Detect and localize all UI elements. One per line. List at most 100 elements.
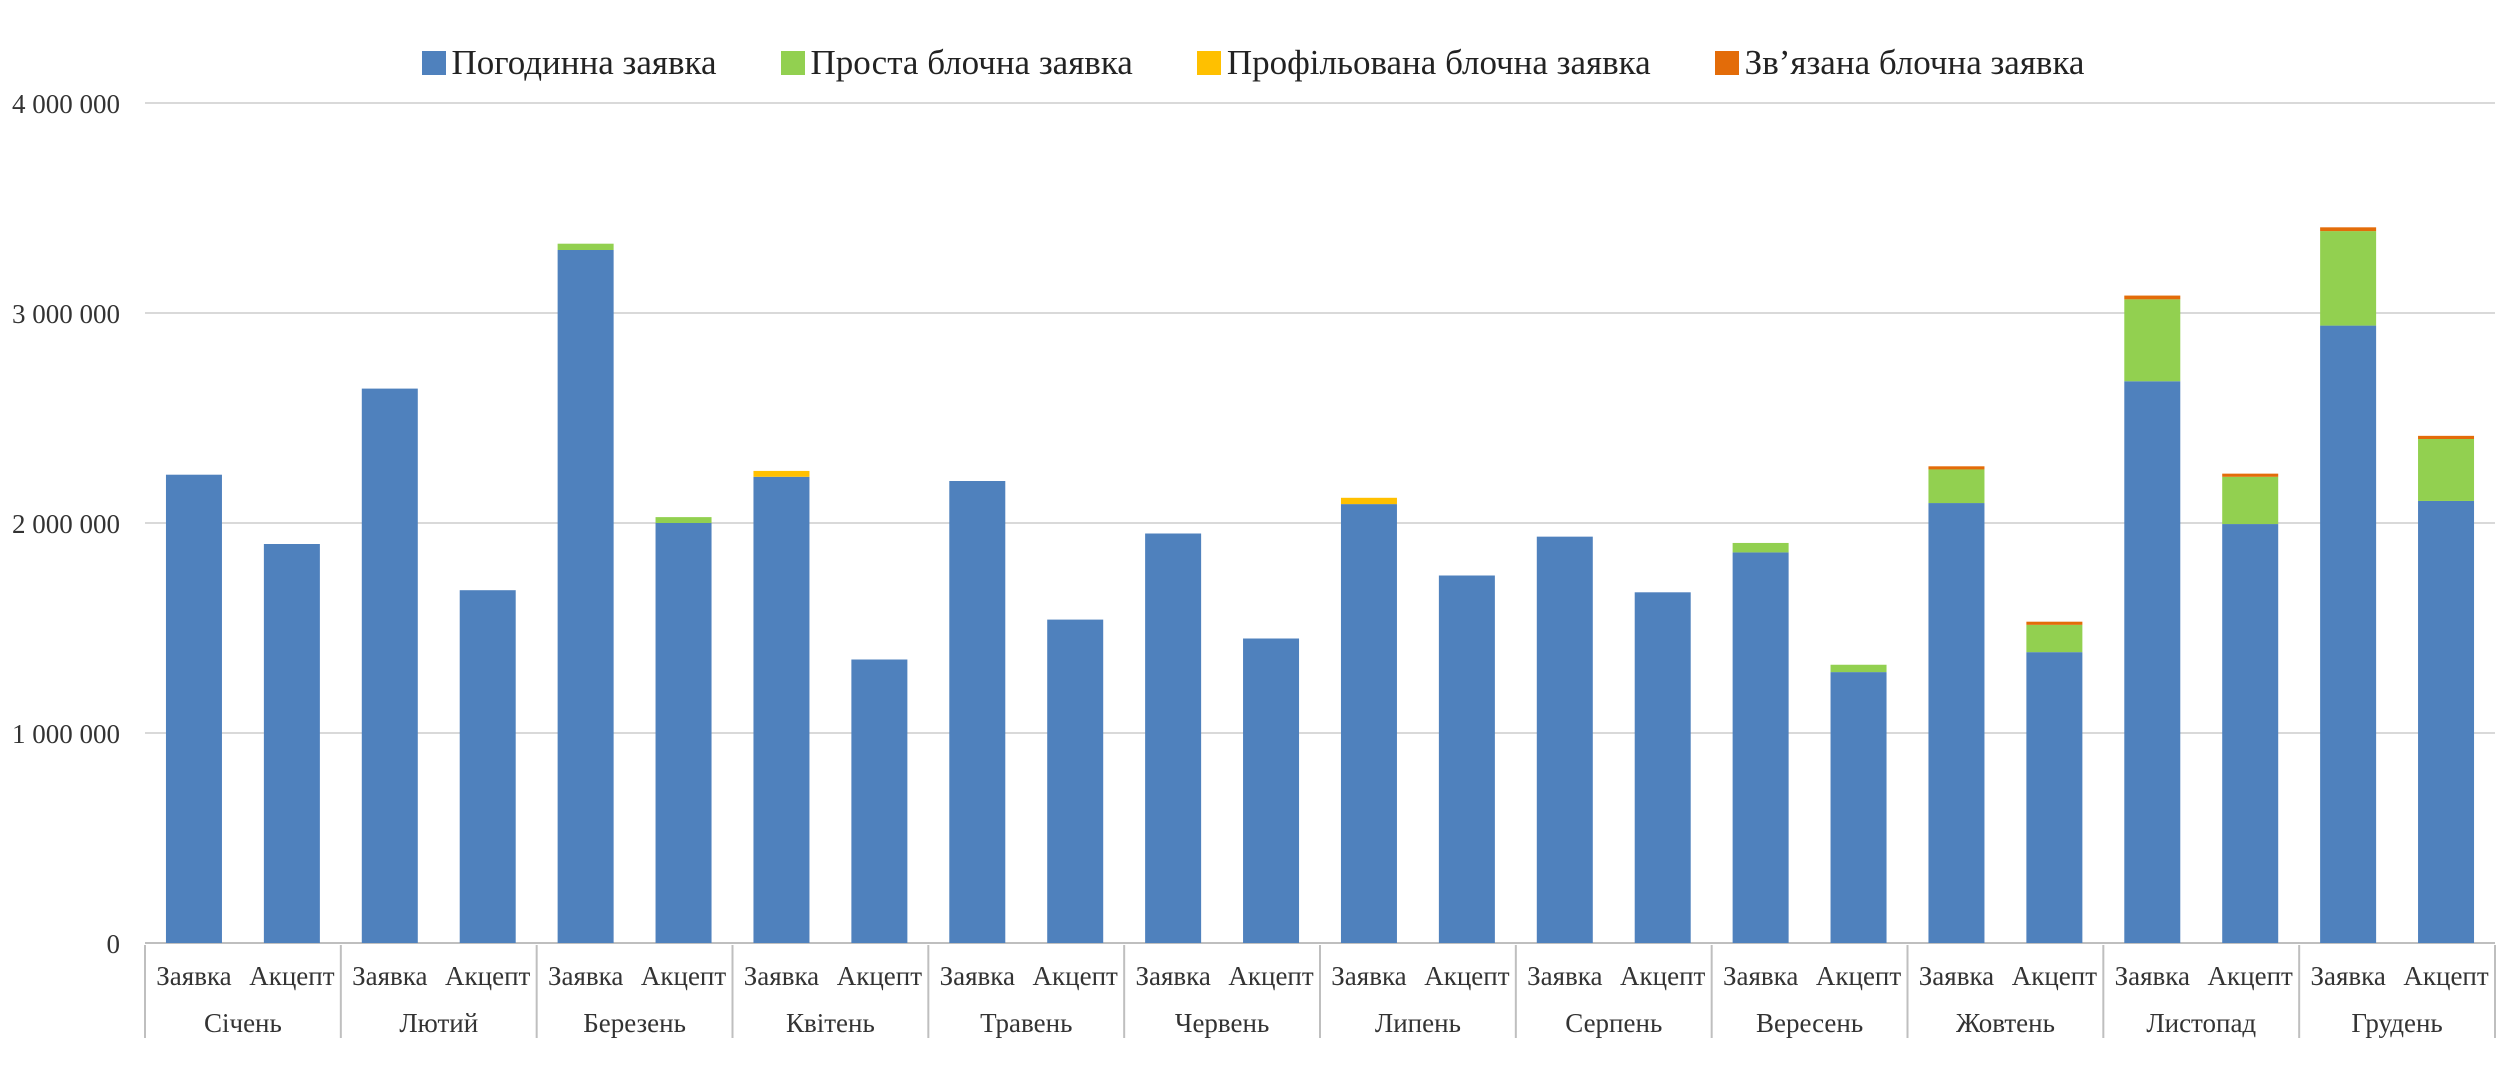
- x-tick-label: Заявка: [1135, 961, 1210, 991]
- bar-segment: [851, 659, 908, 943]
- y-tick-label: 3 000 000: [12, 299, 120, 329]
- bar-segment: [165, 474, 222, 943]
- bar-segment: [1928, 469, 1985, 504]
- x-tick-label: Заявка: [2115, 961, 2190, 991]
- legend-swatch-profiled-block: [1196, 51, 1221, 75]
- bar-segment: [753, 476, 810, 943]
- month-label: Березень: [583, 1008, 686, 1038]
- x-tick-label: Акцепт: [1228, 961, 1313, 991]
- bar-segment: [2222, 473, 2279, 477]
- bar-segment: [1634, 592, 1691, 943]
- legend-item-hourly: Погодинна заявка: [421, 43, 717, 83]
- y-tick-label: 1 000 000: [12, 719, 120, 749]
- bar-segment: [2026, 624, 2083, 653]
- legend-item-profiled-block: Профільована блочна заявка: [1196, 43, 1651, 83]
- month-label: Листопад: [2146, 1008, 2256, 1038]
- x-tick-label: Акцепт: [2208, 961, 2293, 991]
- bar-segment: [2124, 381, 2181, 943]
- legend-swatch-hourly: [421, 51, 446, 75]
- legend-swatch-linked-block: [1714, 51, 1739, 75]
- x-tick-label: Акцепт: [2403, 961, 2488, 991]
- bar-segment: [2320, 325, 2377, 944]
- bar-segment: [2124, 299, 2181, 382]
- bar-segment: [2320, 231, 2377, 326]
- x-tick-label: Заявка: [156, 961, 231, 991]
- bar-segment: [459, 590, 516, 943]
- month-label: Січень: [204, 1008, 282, 1038]
- bar-segment: [1732, 542, 1789, 553]
- legend-label-simple-block: Проста блочна заявка: [810, 43, 1133, 82]
- legend-item-simple-block: Проста блочна заявка: [780, 43, 1133, 83]
- legend: Погодинна заявка Проста блочна заявка Пр…: [0, 38, 2506, 88]
- bar-segment: [1340, 497, 1397, 505]
- x-tick-label: Заявка: [352, 961, 427, 991]
- x-tick-label: Акцепт: [249, 961, 334, 991]
- x-tick-label: Заявка: [1723, 961, 1798, 991]
- x-tick-label: Заявка: [1331, 961, 1406, 991]
- x-tick-label: Акцепт: [2012, 961, 2097, 991]
- bar-segment: [1830, 664, 1887, 673]
- month-label: Червень: [1175, 1008, 1269, 1038]
- legend-swatch-simple-block: [780, 51, 805, 75]
- bar-segment: [361, 388, 418, 944]
- month-label: Травень: [980, 1008, 1072, 1038]
- month-label: Квітень: [786, 1008, 875, 1038]
- bar-segment: [1047, 619, 1104, 943]
- bars: [165, 227, 2475, 944]
- bar-segment: [2418, 435, 2475, 439]
- bar-segment: [2320, 227, 2377, 232]
- gridlines: [145, 102, 2495, 944]
- month-label: Грудень: [2351, 1008, 2442, 1038]
- bar-segment: [263, 544, 320, 943]
- y-tick-label: 2 000 000: [12, 509, 120, 539]
- x-tick-label: Акцепт: [837, 961, 922, 991]
- x-tick-label: Акцепт: [445, 961, 530, 991]
- x-tick-label: Акцепт: [1033, 961, 1118, 991]
- bar-segment: [1830, 672, 1887, 943]
- bar-segment: [2222, 524, 2279, 943]
- bar-segment: [2124, 295, 2181, 300]
- legend-label-linked-block: Зв’язана блочна заявка: [1744, 43, 2085, 82]
- x-tick-label: Заявка: [744, 961, 819, 991]
- bar-segment: [1732, 552, 1789, 943]
- y-tick-label: 4 000 000: [12, 89, 120, 119]
- bar-segment: [1438, 575, 1495, 943]
- bar-segment: [2026, 621, 2083, 625]
- x-tick-label: Акцепт: [1816, 961, 1901, 991]
- bar-segment: [1243, 638, 1300, 943]
- x-tick-label: Заявка: [1919, 961, 1994, 991]
- x-tick-label: Заявка: [548, 961, 623, 991]
- x-tick-label: Заявка: [940, 961, 1015, 991]
- bar-segment: [2026, 652, 2083, 943]
- legend-item-linked-block: Зв’язана блочна заявка: [1714, 43, 2085, 83]
- bar-segment: [1340, 504, 1397, 943]
- bar-segment: [2418, 439, 2475, 501]
- x-tick-label: Акцепт: [1620, 961, 1705, 991]
- legend-label-hourly: Погодинна заявка: [451, 43, 717, 82]
- y-axis-ticks: 0 1 000 000 2 000 000 3 000 000 4 000 000: [12, 89, 120, 959]
- bar-segment: [655, 523, 712, 943]
- bar-segment: [2418, 500, 2475, 943]
- bar-segment: [2222, 476, 2279, 525]
- x-tick-label: Заявка: [2310, 961, 2385, 991]
- bar-segment: [1928, 466, 1985, 470]
- x-tick-label: Акцепт: [1424, 961, 1509, 991]
- bar-segment: [557, 243, 614, 250]
- bar-segment: [557, 250, 614, 943]
- month-label: Лютий: [399, 1008, 478, 1038]
- x-axis: Заявка Акцепт Заявка Акцепт Заявка Акцепт Заяв…: [144, 945, 2496, 1038]
- legend-label-profiled-block: Профільована блочна заявка: [1226, 43, 1651, 82]
- bar-segment: [1536, 536, 1593, 943]
- bar-segment: [949, 481, 1006, 943]
- month-label: Серпень: [1565, 1008, 1662, 1038]
- month-label: Липень: [1375, 1008, 1461, 1038]
- month-label: Жовтень: [1956, 1008, 2055, 1038]
- y-tick-label: 0: [107, 929, 121, 959]
- bar-segment: [1928, 503, 1985, 943]
- bar-segment: [1145, 533, 1202, 943]
- bar-segment: [655, 517, 712, 523]
- bar-segment: [753, 470, 810, 477]
- x-tick-label: Акцепт: [641, 961, 726, 991]
- month-label: Вересень: [1756, 1008, 1863, 1038]
